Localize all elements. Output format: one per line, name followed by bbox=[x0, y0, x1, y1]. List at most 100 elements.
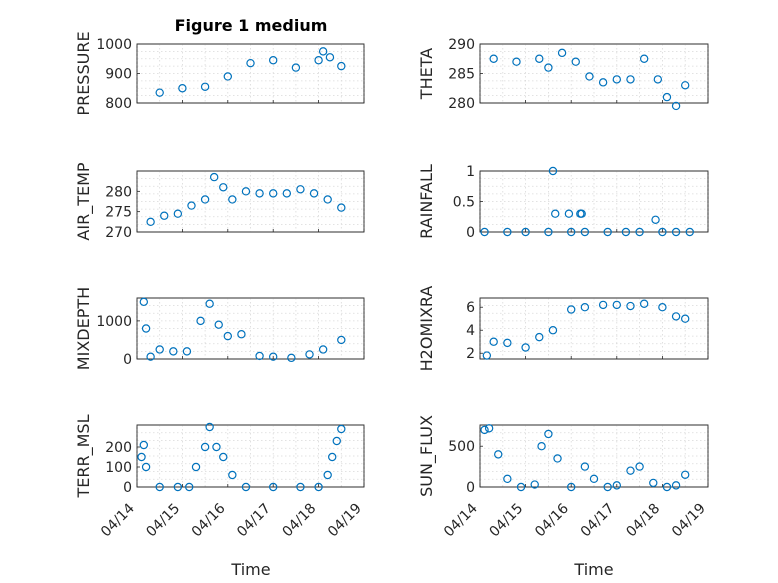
series-markers bbox=[139, 297, 346, 363]
axes-outline bbox=[136, 297, 365, 360]
y-tick-label: 1000 bbox=[96, 314, 132, 330]
data-point bbox=[228, 195, 237, 204]
data-point bbox=[314, 482, 323, 492]
data-point bbox=[187, 201, 196, 210]
data-point bbox=[296, 185, 305, 194]
data-point bbox=[212, 442, 221, 452]
data-point bbox=[612, 75, 622, 84]
data-point bbox=[516, 482, 526, 492]
data-point bbox=[255, 189, 264, 198]
axes-box bbox=[479, 170, 709, 233]
data-point bbox=[494, 450, 503, 459]
x-axis-label-right: Time bbox=[573, 560, 613, 579]
data-point bbox=[635, 462, 644, 471]
data-point bbox=[296, 482, 305, 492]
data-point bbox=[671, 101, 681, 111]
data-point bbox=[155, 482, 164, 492]
y-tick-label: 275 bbox=[105, 205, 132, 221]
data-point bbox=[635, 227, 644, 237]
data-point bbox=[603, 482, 612, 492]
data-point bbox=[530, 480, 539, 489]
data-point bbox=[612, 300, 622, 310]
data-point bbox=[305, 350, 314, 359]
data-point bbox=[146, 352, 155, 361]
data-point bbox=[681, 470, 690, 479]
data-point bbox=[544, 227, 553, 237]
data-point bbox=[269, 189, 278, 198]
data-point bbox=[323, 195, 332, 204]
subplot-h2omixra: 2 4 6 H2OMIXRA bbox=[417, 286, 709, 372]
x-tick-label: 04/19 bbox=[669, 501, 709, 541]
data-point bbox=[564, 209, 574, 218]
data-point bbox=[146, 217, 155, 227]
data-point bbox=[287, 353, 296, 363]
y-tick-label: 0 bbox=[466, 480, 475, 496]
data-point bbox=[241, 482, 251, 492]
data-point bbox=[191, 462, 201, 472]
data-point bbox=[480, 227, 489, 237]
x-tick-label: 04/15 bbox=[143, 501, 183, 541]
data-point bbox=[557, 48, 567, 58]
data-point bbox=[598, 78, 608, 87]
data-point bbox=[219, 183, 228, 192]
data-point bbox=[482, 351, 492, 360]
data-point bbox=[535, 54, 544, 63]
data-point bbox=[228, 470, 237, 480]
data-point bbox=[325, 53, 335, 62]
data-point bbox=[246, 58, 255, 68]
y-tick-label: 1 bbox=[466, 164, 475, 180]
x-tick-label: 04/15 bbox=[487, 501, 527, 541]
data-point bbox=[612, 481, 622, 490]
data-point bbox=[328, 452, 337, 462]
subplot-theta: 280 285 290 THETA bbox=[417, 37, 709, 112]
grid bbox=[136, 171, 365, 232]
data-point bbox=[196, 316, 205, 326]
data-point bbox=[182, 347, 192, 356]
y-axis-label: THETA bbox=[417, 48, 436, 100]
y-tick-label: 0 bbox=[123, 352, 132, 368]
y-axis-label: H2OMIXRA bbox=[417, 286, 436, 372]
data-point bbox=[639, 54, 649, 63]
data-point bbox=[155, 88, 164, 97]
data-point bbox=[489, 54, 498, 63]
data-point bbox=[223, 331, 232, 341]
y-tick-label: 2 bbox=[466, 346, 475, 362]
data-point bbox=[537, 442, 546, 451]
x-tick-label: 04/18 bbox=[280, 501, 320, 541]
data-point bbox=[169, 347, 178, 356]
series-markers bbox=[480, 166, 694, 237]
data-point bbox=[237, 330, 246, 339]
data-point bbox=[223, 72, 232, 81]
y-tick-label: 270 bbox=[105, 225, 132, 241]
data-point bbox=[548, 326, 558, 335]
y-tick-label: 290 bbox=[448, 37, 475, 53]
data-point bbox=[685, 227, 694, 237]
data-point bbox=[567, 227, 576, 237]
data-point bbox=[671, 481, 681, 490]
data-point bbox=[649, 478, 658, 488]
data-point bbox=[209, 172, 219, 182]
data-point bbox=[309, 189, 319, 198]
y-axis-label: MIXDEPTH bbox=[74, 287, 93, 370]
series-markers bbox=[480, 424, 690, 492]
data-point bbox=[141, 324, 151, 333]
data-point bbox=[535, 332, 544, 342]
data-point bbox=[658, 303, 667, 312]
data-point bbox=[173, 482, 183, 492]
data-point bbox=[269, 56, 278, 65]
series-markers bbox=[489, 48, 690, 111]
x-tick-label: 04/17 bbox=[578, 501, 618, 541]
data-point bbox=[521, 227, 530, 237]
data-point bbox=[626, 466, 635, 475]
x-tick-label: 04/14 bbox=[441, 500, 481, 540]
data-point bbox=[178, 84, 187, 93]
data-point bbox=[681, 81, 690, 90]
data-point bbox=[314, 56, 323, 65]
data-point bbox=[160, 211, 169, 220]
series-markers bbox=[482, 299, 690, 360]
y-tick-label: 0.5 bbox=[453, 195, 475, 211]
series-markers bbox=[146, 172, 346, 227]
